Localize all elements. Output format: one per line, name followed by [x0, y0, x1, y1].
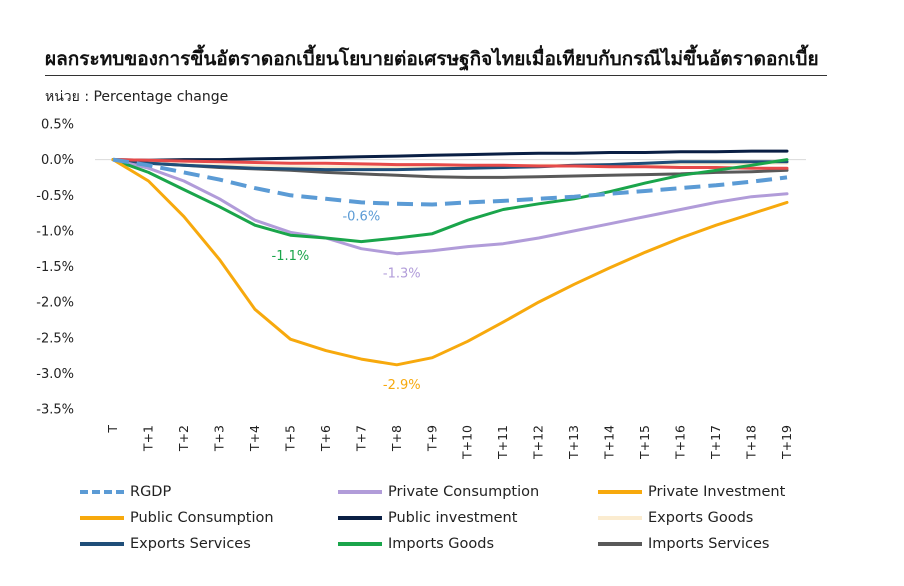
data-label: -1.1%	[272, 249, 310, 264]
x-tick-label: T+16	[673, 425, 688, 460]
legend-label: Private Investment	[648, 484, 786, 500]
x-tick-label: T+9	[424, 425, 439, 452]
legend-swatch	[80, 542, 124, 546]
x-tick-label: T+1	[140, 425, 155, 452]
legend-item: Exports Services	[80, 534, 251, 554]
y-tick-label: 0.0%	[41, 153, 74, 168]
x-tick-label: T+4	[247, 425, 262, 452]
legend-item: Imports Goods	[338, 534, 494, 554]
x-tick-label: T+19	[779, 425, 794, 460]
legend-swatch	[338, 542, 382, 546]
legend-swatch	[338, 490, 382, 494]
legend-swatch	[598, 516, 642, 520]
series-line	[111, 158, 789, 244]
series-line	[111, 158, 789, 367]
series-line	[111, 149, 789, 162]
legend-label: Exports Services	[130, 536, 251, 552]
series-line	[111, 158, 789, 256]
legend-label: Private Consumption	[388, 484, 540, 500]
legend-label: Imports Services	[648, 536, 770, 552]
legend-swatch	[338, 516, 382, 520]
legend-swatch	[598, 490, 642, 494]
legend-swatch	[80, 490, 124, 494]
x-tick-label: T	[105, 425, 120, 434]
legend-label: Public Consumption	[130, 510, 274, 526]
y-tick-label: -3.5%	[36, 403, 74, 418]
x-tick-label: T+11	[495, 425, 510, 460]
legend-swatch	[598, 542, 642, 546]
x-tick-label: T+12	[531, 425, 546, 460]
x-tick-label: T+18	[744, 425, 759, 460]
legend-label: RGDP	[130, 484, 172, 500]
y-tick-label: -2.0%	[36, 296, 74, 311]
legend-label: Public investment	[388, 510, 518, 526]
legend-item: Private Investment	[598, 482, 785, 502]
x-tick-label: T+5	[282, 425, 297, 452]
chart-title: ผลกระทบของการขึ้นอัตราดอกเบี้ยนโยบายต่อเ…	[45, 48, 819, 70]
x-tick-label: T+13	[566, 425, 581, 460]
x-tick-label: T+14	[602, 425, 617, 460]
y-tick-label: -1.5%	[36, 260, 74, 275]
legend-label: Imports Goods	[388, 536, 495, 552]
y-tick-label: -1.0%	[36, 224, 74, 239]
x-tick-label: T+10	[460, 425, 475, 460]
legend-item: Exports Goods	[598, 508, 753, 528]
title-divider	[45, 75, 827, 76]
x-tick-label: T+3	[211, 425, 226, 452]
x-tick-label: T+17	[708, 425, 723, 460]
data-label: -2.9%	[383, 378, 421, 393]
data-label: -0.6%	[342, 209, 380, 224]
x-tick-label: T+6	[318, 425, 333, 452]
legend-item: RGDP	[80, 482, 171, 502]
y-tick-label: -0.5%	[36, 189, 74, 204]
unit-label: หน่วย : Percentage change	[45, 89, 229, 105]
series-line	[111, 158, 789, 172]
data-label: -1.3%	[383, 267, 421, 282]
y-tick-label: -2.5%	[36, 331, 74, 346]
legend-item: Public Consumption	[80, 508, 274, 528]
legend-item: Public investment	[338, 508, 517, 528]
series-line	[112, 157, 788, 207]
x-tick-label: T+15	[637, 425, 652, 460]
series-line	[111, 158, 789, 170]
legend-item: Imports Services	[598, 534, 769, 554]
legend-swatch	[80, 516, 124, 520]
x-tick-label: T+2	[176, 425, 191, 452]
y-tick-label: 0.5%	[41, 118, 74, 133]
x-tick-label: T+7	[353, 425, 368, 452]
legend-item: Private Consumption	[338, 482, 539, 502]
y-tick-label: -3.0%	[36, 367, 74, 382]
legend-label: Exports Goods	[648, 510, 754, 526]
x-tick-label: T+8	[389, 425, 404, 452]
